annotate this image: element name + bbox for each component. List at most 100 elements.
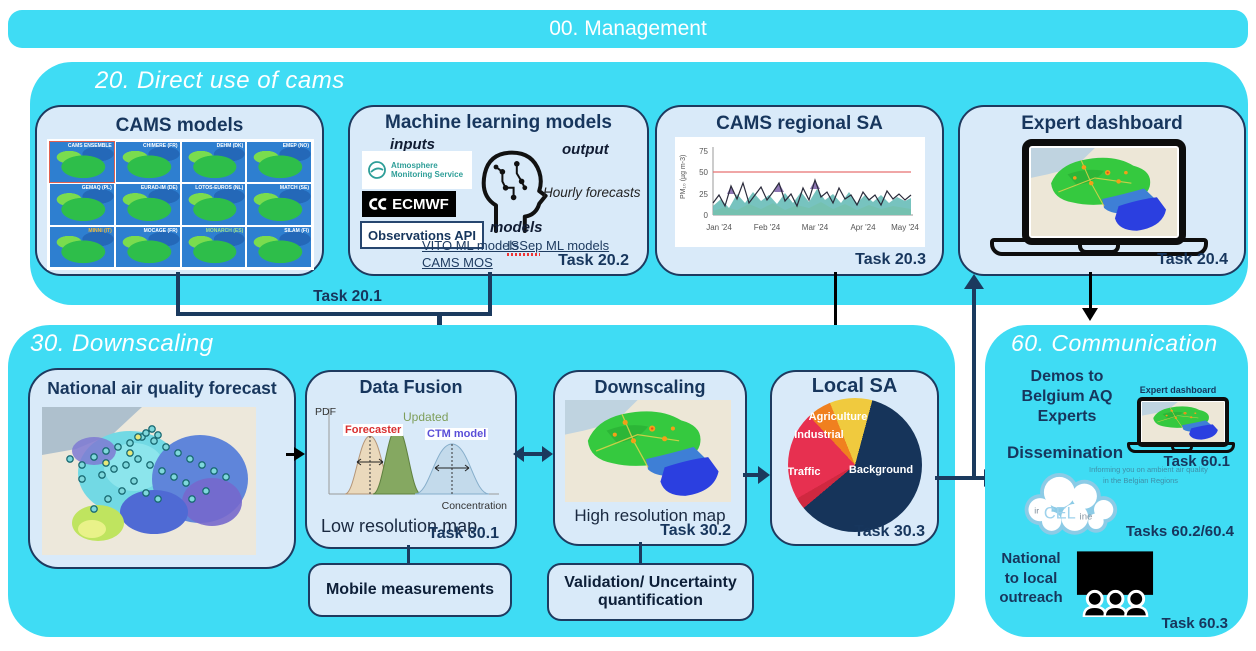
cams-models-panel: CAMS models CAMS ENSEMBLE CHIMERE (FR) D…: [35, 105, 324, 276]
management-title: 00. Management: [549, 17, 707, 40]
naqf-panel: National air quality forecast: [28, 368, 296, 569]
connector-horizontal: [176, 312, 492, 316]
benelux-forecast-map: [42, 407, 256, 555]
svg-text:Mar '24: Mar '24: [802, 223, 829, 232]
output-label: output: [562, 141, 609, 158]
cams-tile: DEHM (DK): [181, 142, 246, 183]
svg-text:50: 50: [699, 168, 708, 177]
mobile-measurements-box: Mobile measurements: [308, 563, 512, 617]
ircel-cloud-logo: ir CEL ine: [1024, 473, 1118, 535]
task-30-3-label: Task 30.3: [854, 523, 925, 540]
task-60-3-label: Task 60.3: [1161, 615, 1228, 632]
cams-models-title: CAMS models: [115, 115, 244, 136]
cams-tile: GEMAQ (PL): [50, 184, 114, 225]
ircel-tagline: Informing you on ambient air quality in …: [1089, 465, 1208, 485]
cams-tile: LOTOS-EUROS (NL): [181, 184, 246, 225]
data-fusion-panel: Data Fusion PDF Forecaster Updated CTM m…: [305, 370, 517, 549]
svg-text:Jan '24: Jan '24: [706, 223, 732, 232]
task-20-1-label: Task 20.1: [313, 288, 382, 305]
arrow-dash-to-comm-stem: [1089, 272, 1092, 308]
double-arrow-right-head: [542, 446, 553, 462]
ecmwf-logo: ECMWF: [362, 191, 456, 217]
double-arrow-line: [522, 452, 544, 456]
section-60-communication: 60. Communication Demos to Belgium AQ Ex…: [985, 325, 1248, 637]
outreach-label: National to local outreach: [999, 550, 1063, 606]
naqf-title: National air quality forecast: [47, 378, 277, 398]
cams-tile: EURAD-IM (DE): [115, 184, 180, 225]
mini-laptop-screen-icon: [1137, 397, 1229, 447]
updated-label: Updated: [403, 410, 449, 424]
tasks-60-2-60-4-label: Tasks 60.2/60.4: [1125, 523, 1234, 540]
laptop-base-icon: [990, 238, 1208, 256]
concentration-axis-label: Concentration: [441, 500, 507, 512]
cams-tile: SILAM (FI): [247, 226, 311, 267]
pie-label-agriculture: Agriculture: [808, 411, 868, 423]
forecaster-label: Forecaster: [343, 424, 404, 436]
atmosphere-monitoring-service-logo: Atmosphere Monitoring Service: [362, 151, 472, 189]
svg-text:PM₁₀ (µg m-3): PM₁₀ (µg m-3): [680, 155, 687, 199]
connector-cams-down: [176, 272, 180, 316]
svg-text:ine: ine: [1080, 511, 1093, 522]
inputs-label: inputs: [390, 136, 435, 153]
cams-regional-sa-title: CAMS regional SA: [716, 113, 883, 134]
svg-text:ir: ir: [1034, 506, 1039, 516]
dissemination-label: Dissemination: [1007, 443, 1124, 462]
section-30-title: 30. Downscaling: [30, 330, 214, 357]
arrow-up-to-dashboard-head: [964, 274, 984, 289]
double-arrow-left-head: [513, 446, 524, 462]
connector-up-stem: [972, 288, 976, 480]
arrow-down-localsa-stem: [743, 473, 760, 477]
section-60-title: 60. Communication: [1011, 330, 1218, 356]
belgium-map: [1031, 148, 1177, 236]
mini-dashboard-caption: Expert dashboard: [1139, 385, 1217, 395]
laptop-notch: [1078, 242, 1120, 254]
pdf-axis-label: PDF: [315, 406, 336, 418]
validation-box: Validation/ Uncertainty quantification: [547, 563, 754, 621]
svg-text:May '24: May '24: [891, 223, 919, 232]
demos-label: Demos to Belgium AQ Experts: [1021, 368, 1113, 425]
cams-tile: MOCAGE (FR): [115, 226, 180, 267]
models-label: models: [490, 219, 543, 236]
vito-ml-models-link[interactable]: VITO ML models: [422, 238, 519, 253]
management-banner: 00. Management: [8, 10, 1248, 48]
task-20-2-label: Task 20.2: [558, 252, 629, 269]
expert-dashboard-title: Expert dashboard: [1021, 113, 1183, 134]
svg-text:Apr '24: Apr '24: [850, 223, 876, 232]
ams-swirl-icon: [368, 161, 386, 179]
cams-regional-sa-panel: CAMS regional SA 75 50 25 0 PM₁₀ (µg m-3…: [655, 105, 944, 276]
task-20-4-label: Task 20.4: [1157, 251, 1228, 268]
belgium-map-mini: [1142, 402, 1224, 442]
task-30-2-label: Task 30.2: [660, 522, 731, 539]
cams-mos-link[interactable]: CAMS MOS: [422, 255, 493, 270]
belgium-highres-map: [565, 400, 731, 502]
expert-dashboard-panel: Expert dashboard Task 20.4: [958, 105, 1246, 276]
cams-tile: MONARCH (ES): [181, 226, 246, 267]
pie-label-traffic: Traffic: [787, 466, 821, 478]
arrow-naqf-fusion-stem: [286, 453, 296, 456]
regional-sa-chart: 75 50 25 0 PM₁₀ (µg m-3) Jan '24 Feb '24…: [675, 137, 925, 247]
ml-head-circuit-icon: [481, 150, 548, 233]
ml-models-title: Machine learning models: [385, 112, 612, 133]
cams-tile: CHIMERE (FR): [115, 142, 180, 183]
connector-localsa-right: [935, 476, 986, 480]
observations-api-box: Observations API: [360, 221, 484, 249]
pdf-plot: PDF Forecaster Updated CTM model Concent…: [313, 400, 509, 514]
downscaling-panel: Downscaling High resolution map Task 30.…: [553, 370, 747, 546]
outreach-audience-icon: [1076, 551, 1154, 617]
hourly-forecasts-label: Hourly forecasts: [543, 185, 641, 200]
high-resolution-caption: High resolution map: [574, 506, 726, 525]
low-resolution-caption: Low resolution map: [321, 516, 478, 536]
task-20-3-label: Task 20.3: [855, 251, 926, 268]
cams-tile: EMEP (NO): [247, 142, 311, 183]
svg-text:CEL: CEL: [1044, 504, 1076, 522]
task-60-1-label: Task 60.1: [1163, 453, 1230, 470]
task-30-1-label: Task 30.1: [428, 525, 499, 542]
svg-text:25: 25: [699, 190, 708, 199]
ecmwf-rings-icon: [369, 198, 387, 210]
ctm-model-label: CTM model: [425, 428, 489, 440]
svg-text:75: 75: [699, 147, 708, 156]
issep-ml-models-link[interactable]: ISSep ML models: [507, 238, 610, 253]
arrow-down-localsa-head: [758, 466, 770, 484]
cams-tile: MINNI (IT): [50, 226, 114, 267]
